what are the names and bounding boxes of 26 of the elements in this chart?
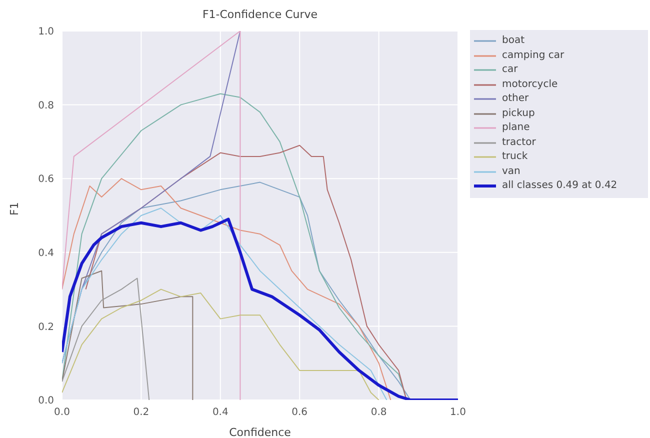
x-tick-label: 0.6: [292, 407, 308, 418]
x-tick-label: 0.4: [212, 407, 228, 418]
legend-label: motorcycle: [502, 78, 558, 92]
legend-label: all classes 0.49 at 0.42: [502, 179, 618, 193]
legend-label: van: [502, 164, 520, 178]
y-tick-label: 0.2: [38, 322, 54, 333]
legend-label: plane: [502, 121, 530, 135]
y-tick-label: 0.4: [38, 248, 54, 259]
y-axis-title: F1: [8, 202, 21, 216]
legend-label: car: [502, 63, 518, 77]
y-tick-label: 1.0: [38, 26, 54, 38]
x-tick-label: 1.0: [450, 407, 466, 418]
x-axis-title: Confidence: [229, 426, 292, 438]
y-tick-label: 0.8: [38, 100, 54, 112]
legend-label: pickup: [502, 106, 535, 120]
chart-title: F1-Confidence Curve: [201, 8, 319, 21]
legend-label: tractor: [502, 136, 536, 150]
x-tick-label: 0.8: [370, 407, 387, 418]
y-tick-label: 0.6: [38, 174, 54, 186]
legend-label: boat: [502, 34, 525, 48]
y-tick-label: 0.0: [38, 396, 54, 407]
x-tick-label: 0.2: [133, 407, 150, 418]
legend-label: truck: [502, 150, 528, 164]
legend-label: other: [502, 92, 529, 106]
legend-label: camping car: [502, 48, 564, 62]
x-tick-label: 0.0: [54, 407, 70, 418]
